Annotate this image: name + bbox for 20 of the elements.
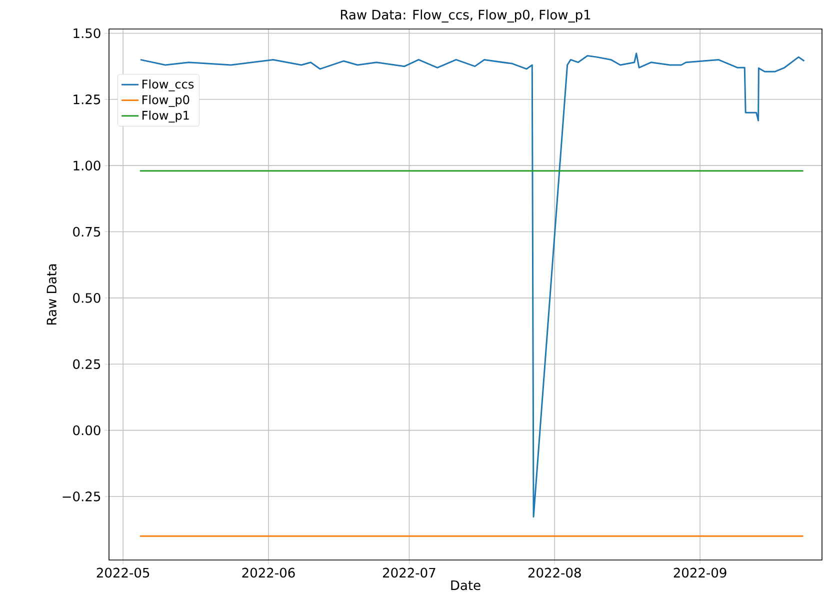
legend-label: Flow_ccs <box>142 79 194 92</box>
x-tick-label: 2022-09 <box>674 568 726 578</box>
legend-label: Flow_p1 <box>142 110 189 123</box>
y-tick-label: 1.00 <box>74 160 100 171</box>
legend-label: Flow_p0 <box>142 94 190 107</box>
chart-title: Raw Data: Flow_ccs, Flow_p0, Flow_p1 <box>340 10 590 22</box>
x-axis-title: Date <box>451 580 480 590</box>
x-tick-label: 2022-05 <box>96 568 150 578</box>
y-tick-label: 0.75 <box>73 226 100 237</box>
y-axis-title: Raw Data <box>46 264 56 324</box>
x-tick-label: 2022-08 <box>528 568 581 578</box>
y-tick-label: −0.25 <box>62 492 100 502</box>
y-tick-label: 0.00 <box>73 425 100 436</box>
x-tick-label: 2022-07 <box>383 568 436 578</box>
y-tick-label: 0.25 <box>73 359 100 370</box>
y-tick-label: 1.25 <box>74 94 100 104</box>
x-tick-label: 2022-06 <box>242 568 295 578</box>
y-tick-label: 0.50 <box>73 293 100 303</box>
y-tick-label: 1.50 <box>74 28 100 38</box>
line-series <box>140 52 805 518</box>
